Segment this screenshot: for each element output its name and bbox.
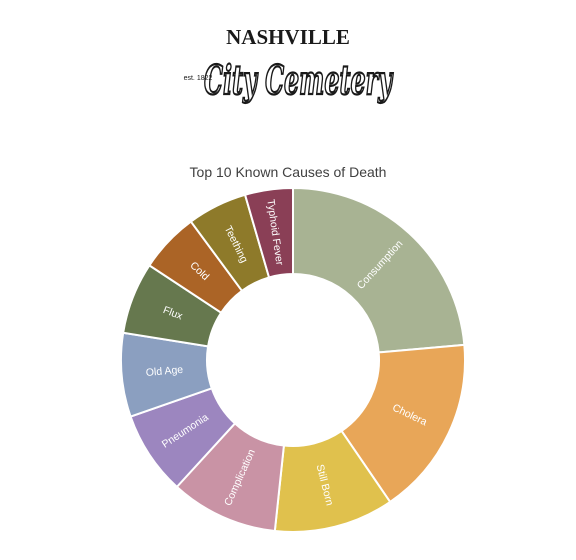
logo-top-text: NASHVILLE [226, 25, 350, 49]
logo-main-text: City Cemetery [204, 57, 394, 104]
donut-slice-typhoid-fever [243, 186, 294, 279]
donut-label-old-age: Old Age [145, 364, 183, 379]
logo-est-text: est. 1822 [184, 75, 213, 82]
chart-title: Top 10 Known Causes of Death [189, 164, 387, 180]
donut-slice-cholera [340, 343, 466, 504]
nashville-city-cemetery-logo: NASHVILLE City Cemetery est. 1822 [184, 25, 395, 105]
donut-slice-consumption [292, 186, 466, 354]
